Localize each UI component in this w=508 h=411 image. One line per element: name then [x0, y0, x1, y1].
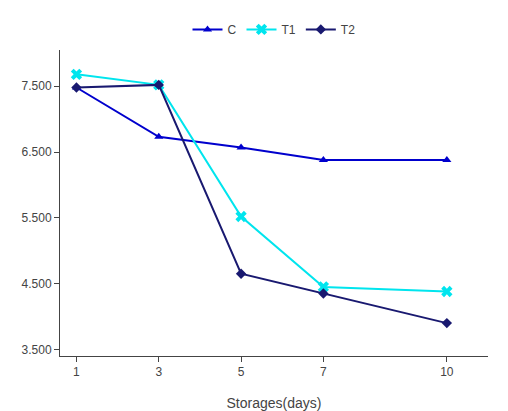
svg-text:7: 7: [320, 365, 327, 379]
svg-text:T1: T1: [282, 23, 296, 37]
svg-text:6.500: 6.500: [22, 145, 52, 159]
svg-text:5: 5: [238, 365, 245, 379]
svg-text:1: 1: [73, 365, 80, 379]
svg-text:T2: T2: [341, 23, 355, 37]
svg-text:3.500: 3.500: [22, 343, 52, 357]
svg-text:Storages(days): Storages(days): [227, 395, 322, 411]
svg-text:C: C: [228, 23, 237, 37]
svg-text:7.500: 7.500: [22, 79, 52, 93]
svg-text:3: 3: [155, 365, 162, 379]
svg-text:5.500: 5.500: [22, 211, 52, 225]
svg-text:10: 10: [440, 365, 454, 379]
svg-text:4.500: 4.500: [22, 277, 52, 291]
